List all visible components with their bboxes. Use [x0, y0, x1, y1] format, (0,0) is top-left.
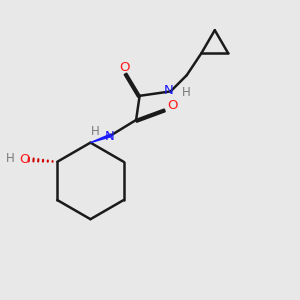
Text: N: N — [164, 84, 174, 97]
Text: H: H — [91, 125, 99, 138]
Text: H: H — [6, 152, 15, 165]
Text: O: O — [120, 61, 130, 74]
Text: O: O — [167, 99, 177, 112]
Text: N: N — [105, 130, 115, 143]
Text: H: H — [182, 86, 190, 99]
Polygon shape — [91, 134, 112, 142]
Text: O: O — [19, 153, 29, 166]
